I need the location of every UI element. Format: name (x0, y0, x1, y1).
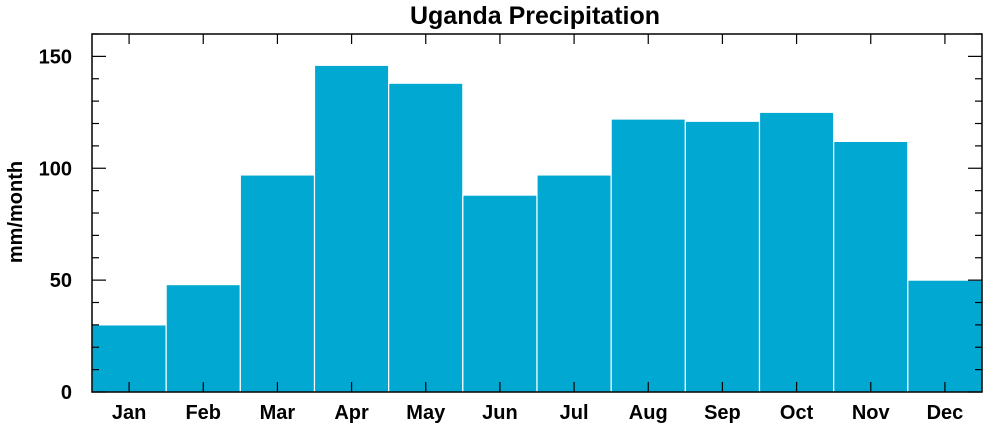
y-tick-label: 0 (61, 382, 72, 404)
y-tick-label: 150 (39, 46, 72, 68)
bar-may (388, 82, 464, 393)
x-tick-label-jan: Jan (112, 402, 146, 424)
y-tick-label: 50 (50, 270, 72, 292)
bar-mar (239, 174, 316, 393)
y-tick-label: 100 (39, 158, 72, 180)
bar-sep (684, 120, 761, 393)
bar-aug (610, 118, 686, 393)
x-tick-label-may: May (406, 402, 446, 424)
x-tick-label-mar: Mar (260, 402, 296, 424)
x-tick-label-apr: Apr (334, 402, 369, 424)
bar-feb (165, 284, 241, 393)
y-tick-labels: 0 50 100 150 (39, 46, 72, 404)
bar-apr (313, 64, 390, 393)
x-tick-label-oct: Oct (780, 402, 814, 424)
y-axis-label: mm/month (5, 161, 27, 263)
bar-dec (907, 279, 983, 393)
bars-group (91, 64, 983, 393)
x-tick-label-dec: Dec (927, 402, 964, 424)
bar-nov (833, 140, 909, 393)
x-tick-label-feb: Feb (185, 402, 221, 424)
ticks-group (92, 33, 982, 393)
x-tick-label-aug: Aug (629, 402, 668, 424)
x-tick-label-nov: Nov (852, 402, 891, 424)
bar-jun (462, 194, 538, 393)
chart-title: Uganda Precipitation (410, 2, 660, 30)
bar-jan (91, 324, 167, 393)
x-tick-label-sep: Sep (704, 402, 741, 424)
bar-oct (758, 111, 835, 393)
x-tick-label-jun: Jun (482, 402, 518, 424)
x-tick-label-jul: Jul (560, 402, 589, 424)
bar-jul (536, 174, 612, 393)
plot-frame (91, 33, 983, 393)
x-tick-labels: Jan Feb Mar Apr May Jun Jul Aug Sep Oct Nov Dec (112, 402, 963, 424)
